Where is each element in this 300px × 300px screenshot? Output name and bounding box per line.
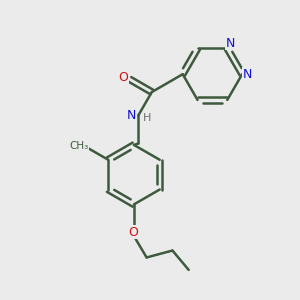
Text: O: O	[118, 71, 128, 84]
Text: CH₃: CH₃	[69, 141, 88, 151]
Text: H: H	[142, 112, 151, 123]
Text: O: O	[128, 226, 138, 238]
Text: N: N	[243, 68, 252, 81]
Text: N: N	[127, 109, 136, 122]
Text: N: N	[226, 37, 235, 50]
